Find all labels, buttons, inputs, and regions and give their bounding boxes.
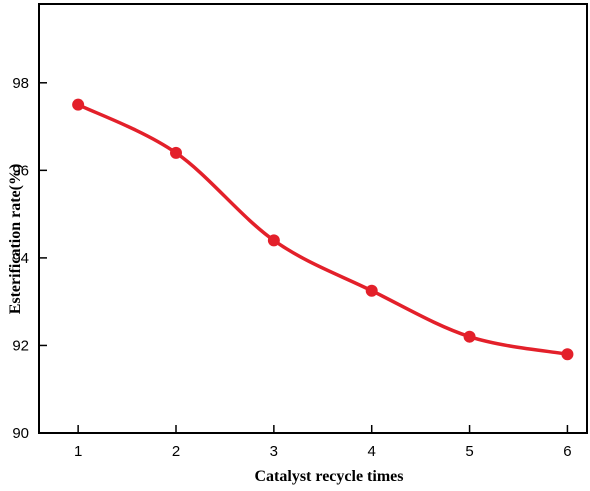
x-tick-label: 2 <box>172 443 180 460</box>
plot-frame <box>38 3 588 434</box>
x-tick-label: 6 <box>563 443 571 460</box>
data-point <box>463 330 476 343</box>
y-ticks-layer: 90 92 94 96 98 <box>12 75 47 442</box>
x-tick-label: 4 <box>368 443 376 460</box>
x-tick-label: 5 <box>465 443 473 460</box>
y-tick-label: 90 <box>12 425 29 442</box>
data-point <box>561 348 574 361</box>
fit-curve-layer <box>76 102 570 356</box>
data-points-layer <box>72 98 574 361</box>
y-tick-label: 96 <box>12 162 29 179</box>
data-point <box>267 234 280 247</box>
data-point <box>365 284 378 297</box>
x-tick-label: 1 <box>74 443 82 460</box>
x-ticks-layer: 1 2 3 4 5 6 <box>74 425 572 460</box>
y-tick-label: 94 <box>12 250 29 267</box>
fit-curve <box>76 102 570 356</box>
x-tick-label: 3 <box>270 443 278 460</box>
x-axis-title: Catalyst recycle times <box>255 468 404 485</box>
y-tick-label: 98 <box>12 75 29 92</box>
axes-layer <box>38 3 588 434</box>
y-tick-label: 92 <box>12 337 29 354</box>
data-point <box>72 98 85 111</box>
data-point <box>170 146 182 159</box>
y-axis-title: Esterification rate(%) <box>7 164 24 315</box>
